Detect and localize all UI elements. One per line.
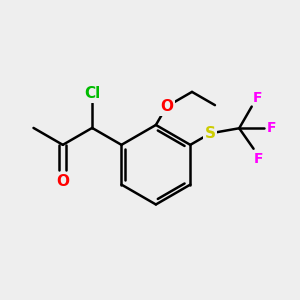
Text: O: O — [160, 99, 173, 114]
Text: S: S — [205, 126, 216, 141]
Text: Cl: Cl — [84, 86, 100, 101]
Text: F: F — [254, 152, 264, 166]
Text: O: O — [56, 174, 69, 189]
Text: F: F — [267, 121, 276, 135]
Text: F: F — [253, 91, 263, 105]
